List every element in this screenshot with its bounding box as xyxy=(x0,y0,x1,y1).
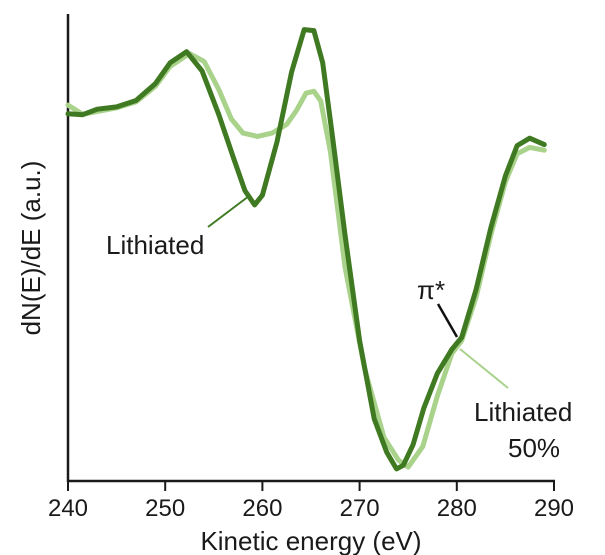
lithiated-leader-line xyxy=(207,195,250,228)
x-tick-label: 280 xyxy=(437,495,477,522)
series-line-lithiated-50- xyxy=(65,51,547,470)
x-tick-label: 250 xyxy=(145,495,185,522)
x-tick-label: 240 xyxy=(48,495,88,522)
pi-star-leader-line xyxy=(436,303,459,338)
annotation-leaders xyxy=(207,195,509,389)
lithiated-50-annotation-line2: 50% xyxy=(508,433,560,463)
y-axis-label: dN(E)/dE (a.u.) xyxy=(16,161,46,336)
x-ticks: 240 250 260 270 280 290 xyxy=(48,481,574,522)
lithiated-annotation: Lithiated xyxy=(106,230,204,260)
series-layer xyxy=(65,27,547,472)
chart-axes xyxy=(66,14,555,483)
pi-star-annotation: π* xyxy=(417,275,445,305)
x-axis-label: Kinetic energy (eV) xyxy=(200,526,421,555)
lithiated-50-leader-line xyxy=(459,348,509,389)
x-tick-label: 290 xyxy=(534,495,574,522)
x-tick-label: 270 xyxy=(340,495,380,522)
x-tick-label: 260 xyxy=(242,495,282,522)
series-line-lithiated xyxy=(65,27,547,472)
lithiated-50-annotation-line1: Lithiated xyxy=(474,397,572,427)
